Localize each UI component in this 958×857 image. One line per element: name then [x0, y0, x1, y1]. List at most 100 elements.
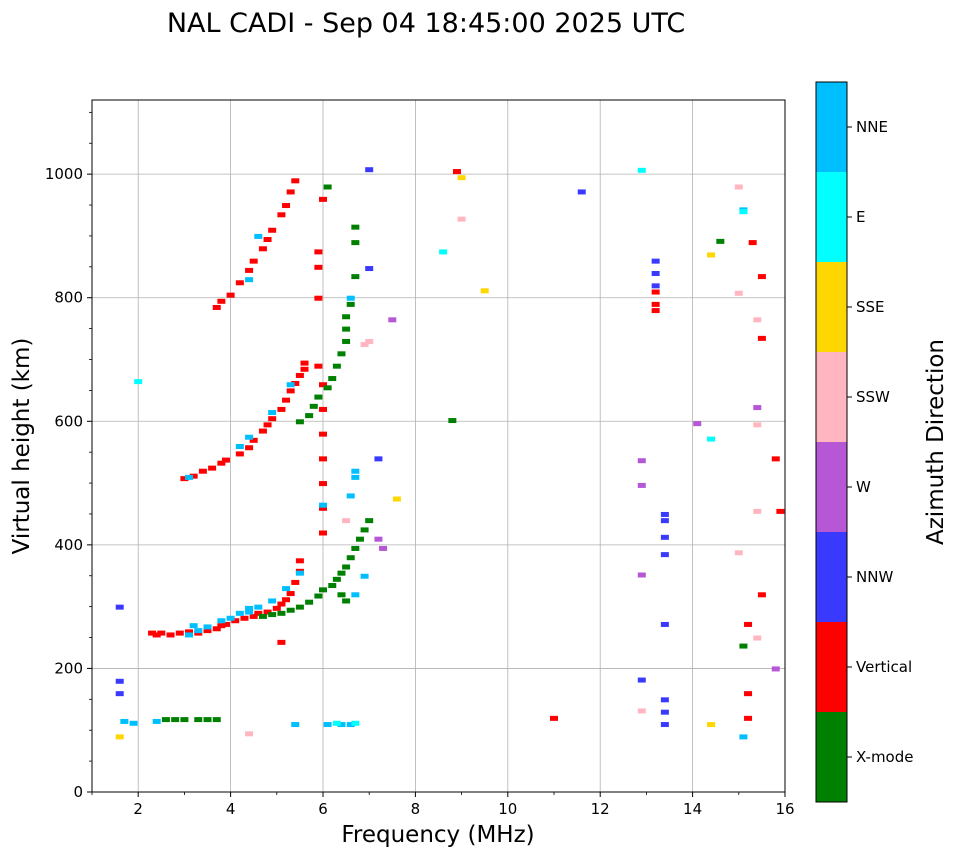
data-point-vertical [757, 274, 766, 280]
data-point-w [379, 545, 388, 551]
data-point-vertical [258, 246, 267, 252]
data-point-nne [226, 615, 235, 621]
data-point-nne [351, 474, 360, 480]
data-point-x-mode [328, 376, 337, 382]
colorbar-label-e: E [856, 208, 865, 226]
data-point-x-mode [180, 717, 189, 723]
data-point-vertical [291, 178, 300, 184]
data-point-ssw [753, 635, 762, 641]
data-point-x-mode [355, 536, 364, 542]
colorbar-frame [815, 81, 848, 803]
data-point-vertical [175, 630, 184, 636]
y-axis-ticks: 0 200 400 600 800 1000 [45, 111, 92, 801]
grid-lines [92, 100, 785, 792]
x-tick-label: 10 [498, 800, 517, 818]
data-point-vertical [254, 610, 263, 616]
data-point-vertical [300, 366, 309, 372]
colorbar-label-x-mode: X-mode [856, 748, 913, 766]
data-point-x-mode [305, 599, 314, 605]
data-point-x-mode [286, 607, 295, 613]
data-point-ssw [753, 422, 762, 428]
x-tick-label: 6 [318, 800, 328, 818]
data-point-nne [185, 474, 194, 480]
data-point-x-mode [203, 717, 212, 723]
data-point-vertical [291, 380, 300, 386]
plot-frame [91, 99, 786, 793]
data-point-x-mode [277, 610, 286, 616]
data-point-vertical [235, 280, 244, 286]
data-point-vertical [263, 237, 272, 243]
data-point-x-mode [305, 413, 314, 419]
data-point-x-mode [295, 604, 304, 610]
data-point-vertical [263, 609, 272, 615]
data-point-w [637, 482, 646, 488]
data-point-vertical [300, 360, 309, 366]
data-point-vertical [277, 601, 286, 607]
x-tick-label: 14 [683, 800, 702, 818]
data-point-vertical [277, 212, 286, 218]
y-tick-label: 800 [54, 289, 83, 307]
data-point-e [332, 720, 341, 726]
colorbar-segment-sse [816, 262, 847, 353]
colorbar-segment-x-mode [816, 712, 847, 803]
data-point-ssw [734, 184, 743, 190]
data-point-x-mode [332, 363, 341, 369]
data-point-x-mode [351, 240, 360, 246]
data-point-sse [115, 734, 124, 740]
data-point-x-mode [337, 592, 346, 598]
y-axis-label: Virtual height (km) [9, 338, 35, 555]
data-point-x-mode [448, 418, 457, 424]
data-point-vertical [314, 249, 323, 255]
data-point-vertical [148, 630, 157, 636]
data-point-x-mode [337, 351, 346, 357]
data-point-vertical [744, 621, 753, 627]
data-point-vertical [319, 431, 327, 437]
data-point-nne [282, 586, 291, 592]
data-point-nnw [365, 266, 374, 272]
data-point-vertical [249, 613, 258, 619]
data-point-vertical [319, 481, 327, 487]
data-point-nnw [637, 677, 646, 683]
data-point-nne [245, 609, 254, 615]
data-point-x-mode [161, 717, 170, 723]
data-point-nne [120, 718, 129, 724]
data-point-ssw [753, 317, 762, 323]
data-point-vertical [319, 196, 327, 202]
data-point-x-mode [716, 238, 725, 244]
colorbar-label: Azimuth Direction [923, 339, 949, 545]
data-point-nnw [660, 518, 669, 524]
x-tick-label: 16 [775, 800, 794, 818]
x-tick-label: 12 [591, 800, 610, 818]
colorbar-label-sse: SSE [856, 298, 885, 316]
data-point-ssw [365, 338, 374, 344]
data-point-vertical [277, 639, 286, 645]
colorbar-segment-e [816, 172, 847, 263]
colorbar-segment-nne [816, 82, 847, 173]
data-point-vertical [245, 445, 254, 451]
data-point-vertical [744, 691, 753, 697]
x-tick-label: 4 [226, 800, 236, 818]
data-point-nnw [115, 604, 124, 610]
data-points [115, 167, 785, 740]
data-point-nnw [115, 678, 124, 684]
data-point-nne [245, 605, 254, 611]
colorbar-segment-ssw [816, 352, 847, 443]
data-point-vertical [771, 456, 780, 462]
colorbar-segment-vertical [816, 622, 847, 713]
data-point-nne [291, 722, 300, 728]
data-point-vertical [651, 289, 660, 295]
data-point-vertical [314, 363, 323, 369]
data-point-ssw [360, 342, 369, 348]
data-point-e [637, 167, 646, 173]
data-point-vertical [282, 597, 291, 603]
data-point-x-mode [309, 403, 318, 409]
data-point-x-mode [319, 587, 327, 593]
data-point-nne [739, 734, 748, 740]
data-point-nne [337, 722, 346, 728]
data-point-x-mode [360, 527, 369, 533]
data-point-x-mode [212, 717, 221, 723]
data-point-vertical [226, 292, 235, 298]
data-point-w [388, 317, 397, 323]
data-point-nne [346, 295, 355, 301]
plot-area [91, 99, 786, 793]
